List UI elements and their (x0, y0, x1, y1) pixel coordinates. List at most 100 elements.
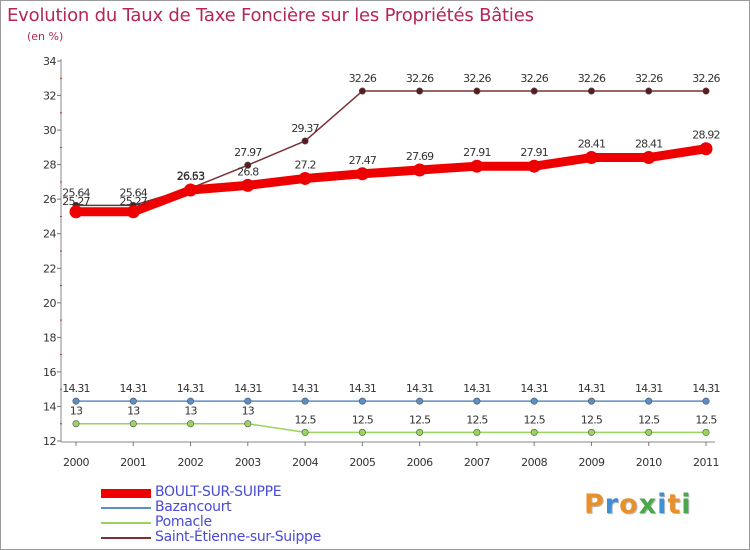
data-label: 28.92 (692, 129, 720, 142)
y-tick-label: 34 (43, 55, 56, 68)
data-label: 13 (127, 405, 140, 418)
data-point (416, 428, 424, 436)
series-line-2 (75, 422, 707, 434)
data-point (584, 151, 598, 165)
data-label: 12.5 (409, 413, 431, 426)
x-tick-label: 2006 (407, 456, 433, 469)
legend-label: Saint-Étienne-sur-Suippe (155, 529, 321, 545)
x-tick-label: 2002 (178, 456, 204, 469)
data-label: 25.64 (62, 186, 90, 199)
data-point (473, 397, 481, 405)
logo-letter: i (657, 489, 668, 520)
data-point (244, 161, 252, 169)
data-label: 26.63 (177, 169, 205, 182)
series-line-0 (71, 144, 711, 217)
chart-subtitle: (en %) (27, 30, 64, 43)
data-label: 29.37 (291, 122, 319, 135)
data-label: 14.31 (177, 382, 205, 395)
data-label: 25.27 (120, 195, 148, 208)
chart-title: Evolution du Taux de Taxe Foncière sur l… (7, 5, 534, 26)
data-label: 14.31 (463, 382, 491, 395)
data-label: 14.31 (349, 382, 377, 395)
data-label: 12.5 (695, 413, 717, 426)
data-point (355, 167, 369, 181)
data-label: 12.5 (581, 413, 603, 426)
data-label: 25.64 (120, 186, 148, 199)
data-point (184, 183, 198, 197)
y-tick-label: 22 (43, 262, 56, 275)
data-point (473, 87, 481, 95)
data-point (702, 428, 710, 436)
y-tick-label: 30 (43, 124, 56, 137)
data-label: 28.41 (635, 138, 663, 151)
logo-letter: o (619, 489, 639, 520)
data-label: 13 (242, 405, 255, 418)
x-tick-label: 2010 (636, 456, 662, 469)
data-label: 32.26 (692, 72, 720, 85)
proxiti-logo: Proxiti (584, 489, 692, 520)
data-point (530, 428, 538, 436)
data-label: 26.53 (177, 170, 205, 183)
data-point (530, 397, 538, 405)
x-tick-label: 2011 (693, 456, 719, 469)
data-label: 13 (70, 405, 83, 418)
data-point (530, 87, 538, 95)
data-label: 25.27 (62, 195, 90, 208)
data-point (72, 397, 80, 405)
data-point (244, 420, 252, 428)
logo-letter: i (681, 489, 692, 520)
logo-letter: t (667, 489, 682, 520)
x-tick-label: 2003 (235, 456, 261, 469)
data-label: 14.31 (635, 382, 663, 395)
data-point (301, 428, 309, 436)
data-label: 27.47 (349, 154, 377, 167)
data-point (702, 397, 710, 405)
data-point (642, 151, 656, 165)
data-label: 32.26 (463, 72, 491, 85)
x-tick-label: 2001 (120, 456, 146, 469)
data-point (241, 178, 255, 192)
legend-label: BOULT-SUR-SUIPPE (155, 484, 282, 500)
y-tick-label: 18 (43, 331, 56, 344)
data-point (129, 420, 137, 428)
data-point (416, 87, 424, 95)
y-tick-label: 16 (43, 366, 56, 379)
data-label: 14.31 (120, 382, 148, 395)
data-label: 32.26 (520, 72, 548, 85)
data-label: 32.26 (635, 72, 663, 85)
data-point (69, 205, 83, 219)
y-tick-label: 32 (43, 90, 56, 103)
data-label: 27.69 (406, 150, 434, 163)
data-label: 12.5 (294, 413, 316, 426)
y-tick-label: 24 (43, 228, 56, 241)
data-point (645, 428, 653, 436)
data-label: 32.26 (349, 72, 377, 85)
legend-swatch (101, 537, 151, 539)
data-label: 12.5 (352, 413, 374, 426)
y-tick-label: 28 (43, 159, 56, 172)
data-point (702, 87, 710, 95)
data-label: 12.5 (638, 413, 660, 426)
x-tick-label: 2007 (464, 456, 490, 469)
data-label: 27.97 (234, 146, 262, 159)
data-label: 32.26 (406, 72, 434, 85)
legend-swatch (101, 522, 151, 524)
legend-swatch (101, 507, 151, 509)
data-label: 12.5 (466, 413, 488, 426)
data-label: 12.5 (524, 413, 546, 426)
data-label: 14.31 (406, 382, 434, 395)
data-point (301, 137, 309, 145)
data-point (416, 397, 424, 405)
data-point (413, 163, 427, 177)
logo-letter: P (584, 489, 605, 520)
data-point (699, 142, 713, 156)
data-point (587, 87, 595, 95)
legend-label: Bazancourt (155, 499, 232, 515)
data-label: 27.91 (520, 146, 548, 159)
data-label: 14.31 (291, 382, 319, 395)
data-label: 14.31 (692, 382, 720, 395)
data-point (358, 87, 366, 95)
legend-label: Pomacle (155, 514, 212, 530)
